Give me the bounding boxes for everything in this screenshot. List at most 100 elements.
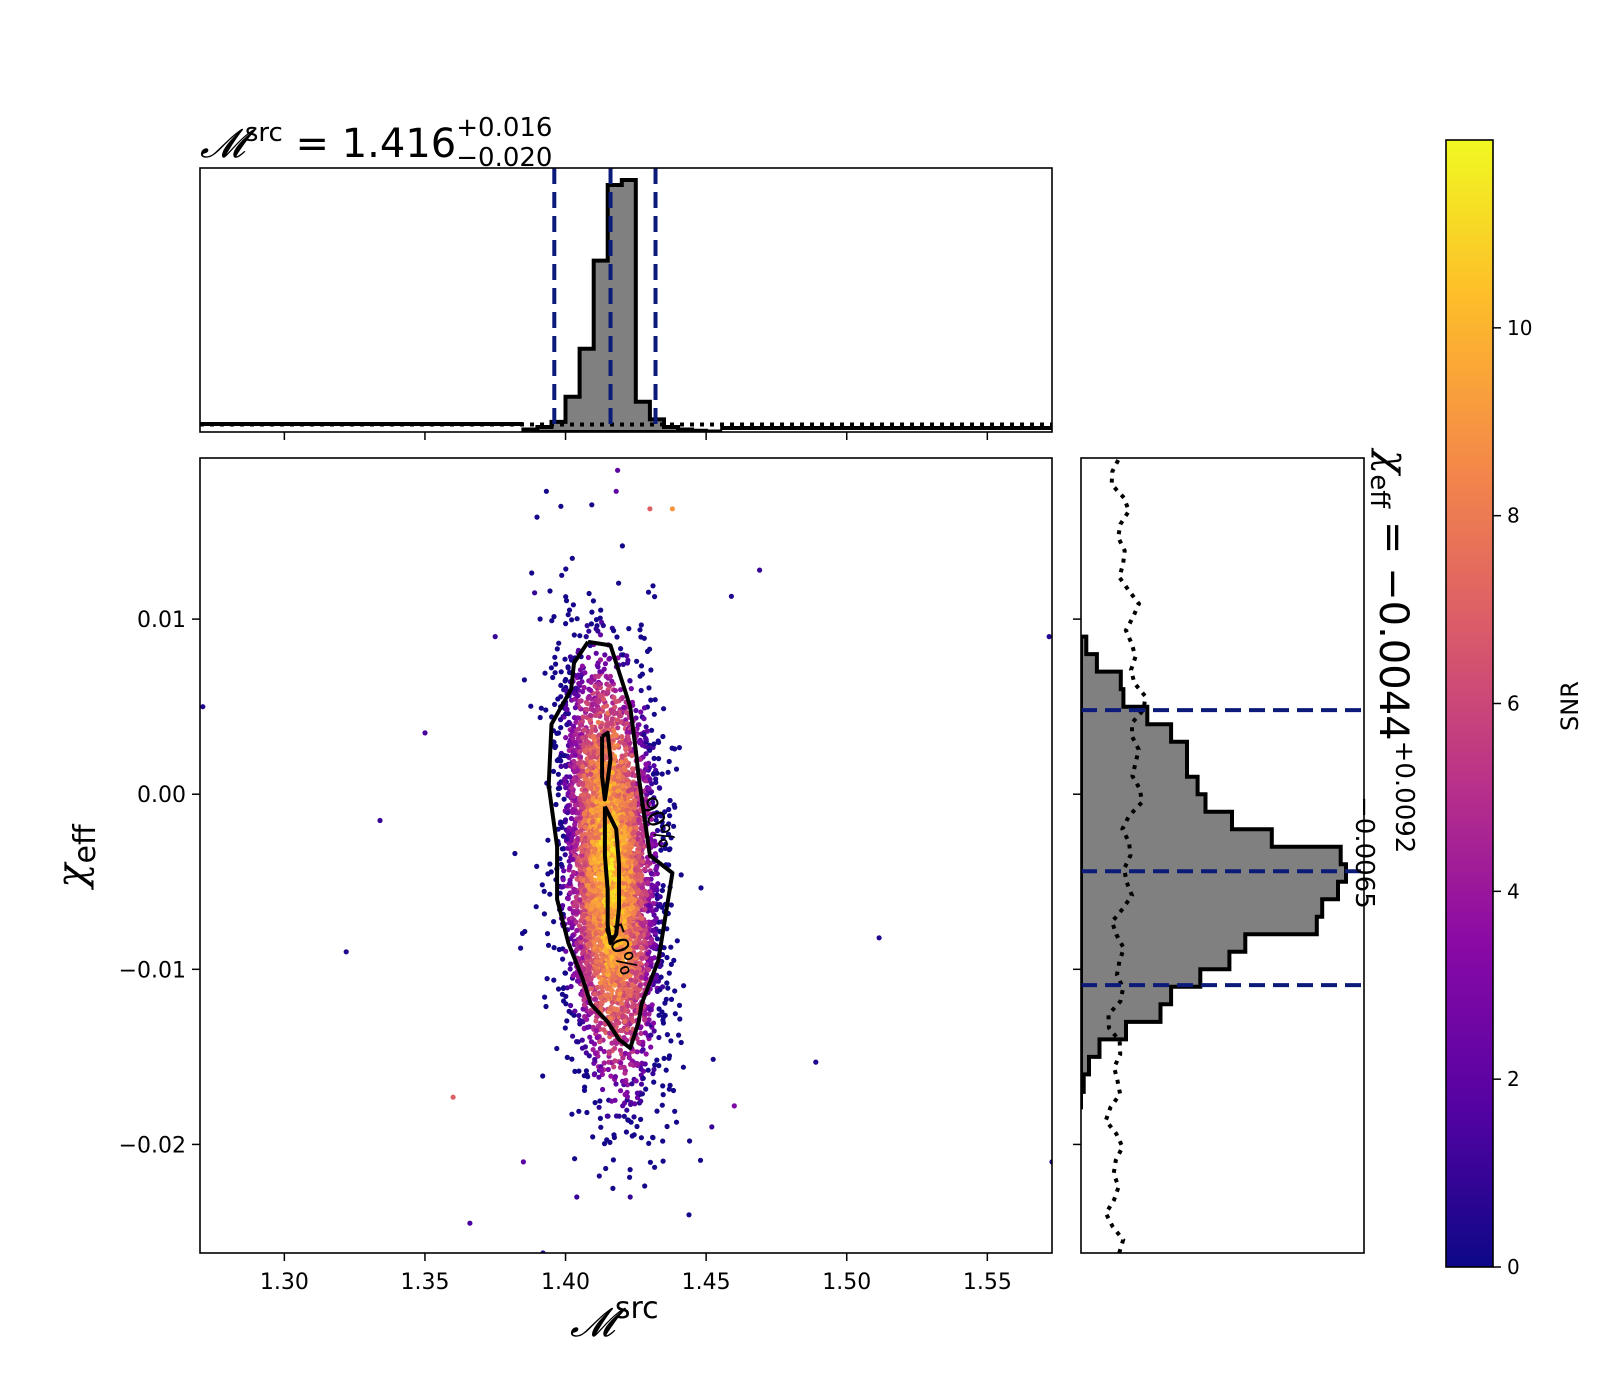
scatter-point: [578, 828, 584, 834]
scatter-point: [614, 634, 620, 640]
scatter-point: [574, 927, 580, 934]
scatter-point: [644, 806, 650, 813]
scatter-point: [654, 936, 661, 942]
scatter-point: [563, 594, 569, 600]
scatter-point: [563, 735, 569, 741]
scatter-point: [660, 1083, 666, 1089]
scatter-point: [673, 766, 680, 772]
scatter-point: [658, 847, 664, 853]
scatter-point: [592, 991, 599, 997]
scatter-point: [595, 673, 602, 680]
scatter-point: [584, 707, 590, 713]
scatter-point: [589, 839, 595, 845]
scatter-point: [584, 701, 591, 707]
scatter-point: [665, 831, 672, 837]
scatter-point: [615, 788, 621, 794]
scatter-point: [652, 697, 658, 703]
scatter-point: [668, 835, 674, 841]
marginal-x-title-minus: −0.020: [456, 143, 552, 173]
scatter-point: [521, 677, 528, 683]
scatter-point: [641, 705, 648, 711]
scatter-point: [576, 1012, 582, 1019]
scatter-point: [638, 709, 644, 715]
scatter-point: [529, 570, 535, 576]
scatter-point: [593, 768, 599, 774]
scatter-point: [651, 1079, 657, 1085]
scatter-point: [608, 719, 615, 725]
scatter-point: [642, 1030, 648, 1036]
scatter-point: [637, 982, 643, 988]
scatter-point: [628, 869, 634, 875]
scatter-point: [592, 1100, 598, 1106]
scatter-point: [616, 1113, 622, 1119]
scatter-point: [611, 785, 617, 792]
scatter-point: [612, 902, 619, 908]
scatter-point: [640, 1075, 646, 1081]
scatter-point: [628, 686, 634, 692]
scatter-point: [656, 1012, 662, 1018]
scatter-point: [586, 929, 592, 935]
scatter-point: [627, 1167, 633, 1173]
scatter-point: [638, 663, 645, 669]
scatter-point: [579, 1037, 585, 1043]
scatter-point: [555, 986, 562, 992]
scatter-point: [622, 767, 628, 773]
scatter-point: [581, 997, 587, 1003]
scatter-point: [643, 751, 649, 757]
scatter-point: [671, 802, 677, 808]
scatter-point: [626, 794, 632, 800]
scatter-point: [590, 598, 597, 604]
scatter-point: [589, 609, 595, 615]
scatter-point: [621, 1064, 627, 1070]
scatter-point: [588, 986, 594, 992]
scatter-point: [648, 871, 655, 877]
scatter-point: [590, 1134, 596, 1140]
scatter-point: [571, 758, 577, 764]
scatter-point: [595, 664, 601, 670]
scatter-point: [653, 915, 659, 922]
marginal-x-title: 𝓜src = 1.416+0.016: [200, 113, 552, 167]
scatter-point: [545, 942, 552, 948]
scatter-point: [558, 717, 564, 723]
scatter-point: [605, 1066, 611, 1073]
marginal-x-title-sup: src: [245, 118, 283, 148]
scatter-point: [649, 781, 655, 787]
scatter-point: [633, 825, 639, 831]
scatter-point: [637, 934, 644, 940]
scatter-point: [680, 1064, 687, 1070]
scatter-point: [666, 1086, 672, 1092]
scatter-point: [578, 944, 584, 950]
scatter-point: [565, 803, 571, 809]
scatter-point: [597, 615, 603, 621]
scatter-point: [588, 785, 594, 791]
scatter-point: [624, 777, 630, 783]
scatter-point: [666, 758, 672, 765]
scatter-point: [608, 796, 614, 802]
scatter-point: [643, 737, 649, 743]
scatter-point: [661, 1055, 667, 1061]
scatter-point: [633, 978, 639, 985]
scatter-point: [592, 865, 598, 871]
scatter-point: [668, 902, 674, 908]
scatter-point: [554, 646, 560, 652]
scatter-point: [651, 1066, 657, 1073]
scatter-point: [586, 1053, 592, 1059]
scatter-point: [571, 769, 578, 775]
scatter-point: [607, 673, 614, 680]
scatter-point: [617, 971, 624, 978]
scatter-point: [616, 772, 622, 778]
scatter-point: [650, 1071, 656, 1077]
scatter-point: [619, 753, 625, 759]
scatter-point: [577, 823, 583, 829]
scatter-point: [593, 697, 599, 703]
scatter-point: [582, 749, 588, 755]
scatter-point: [584, 768, 590, 774]
scatter-points: [200, 467, 1052, 1253]
scatter-point: [641, 635, 647, 641]
joint-panel: 90%50% 1.30 1.35 1.40 1.45 1.50 1.55 0.010.00…: [119, 457, 1053, 1295]
scatter-point: [586, 590, 592, 597]
scatter-point: [640, 1047, 646, 1053]
scatter-point: [593, 712, 599, 719]
scatter-point: [652, 1164, 658, 1170]
scatter-point: [597, 1046, 604, 1052]
